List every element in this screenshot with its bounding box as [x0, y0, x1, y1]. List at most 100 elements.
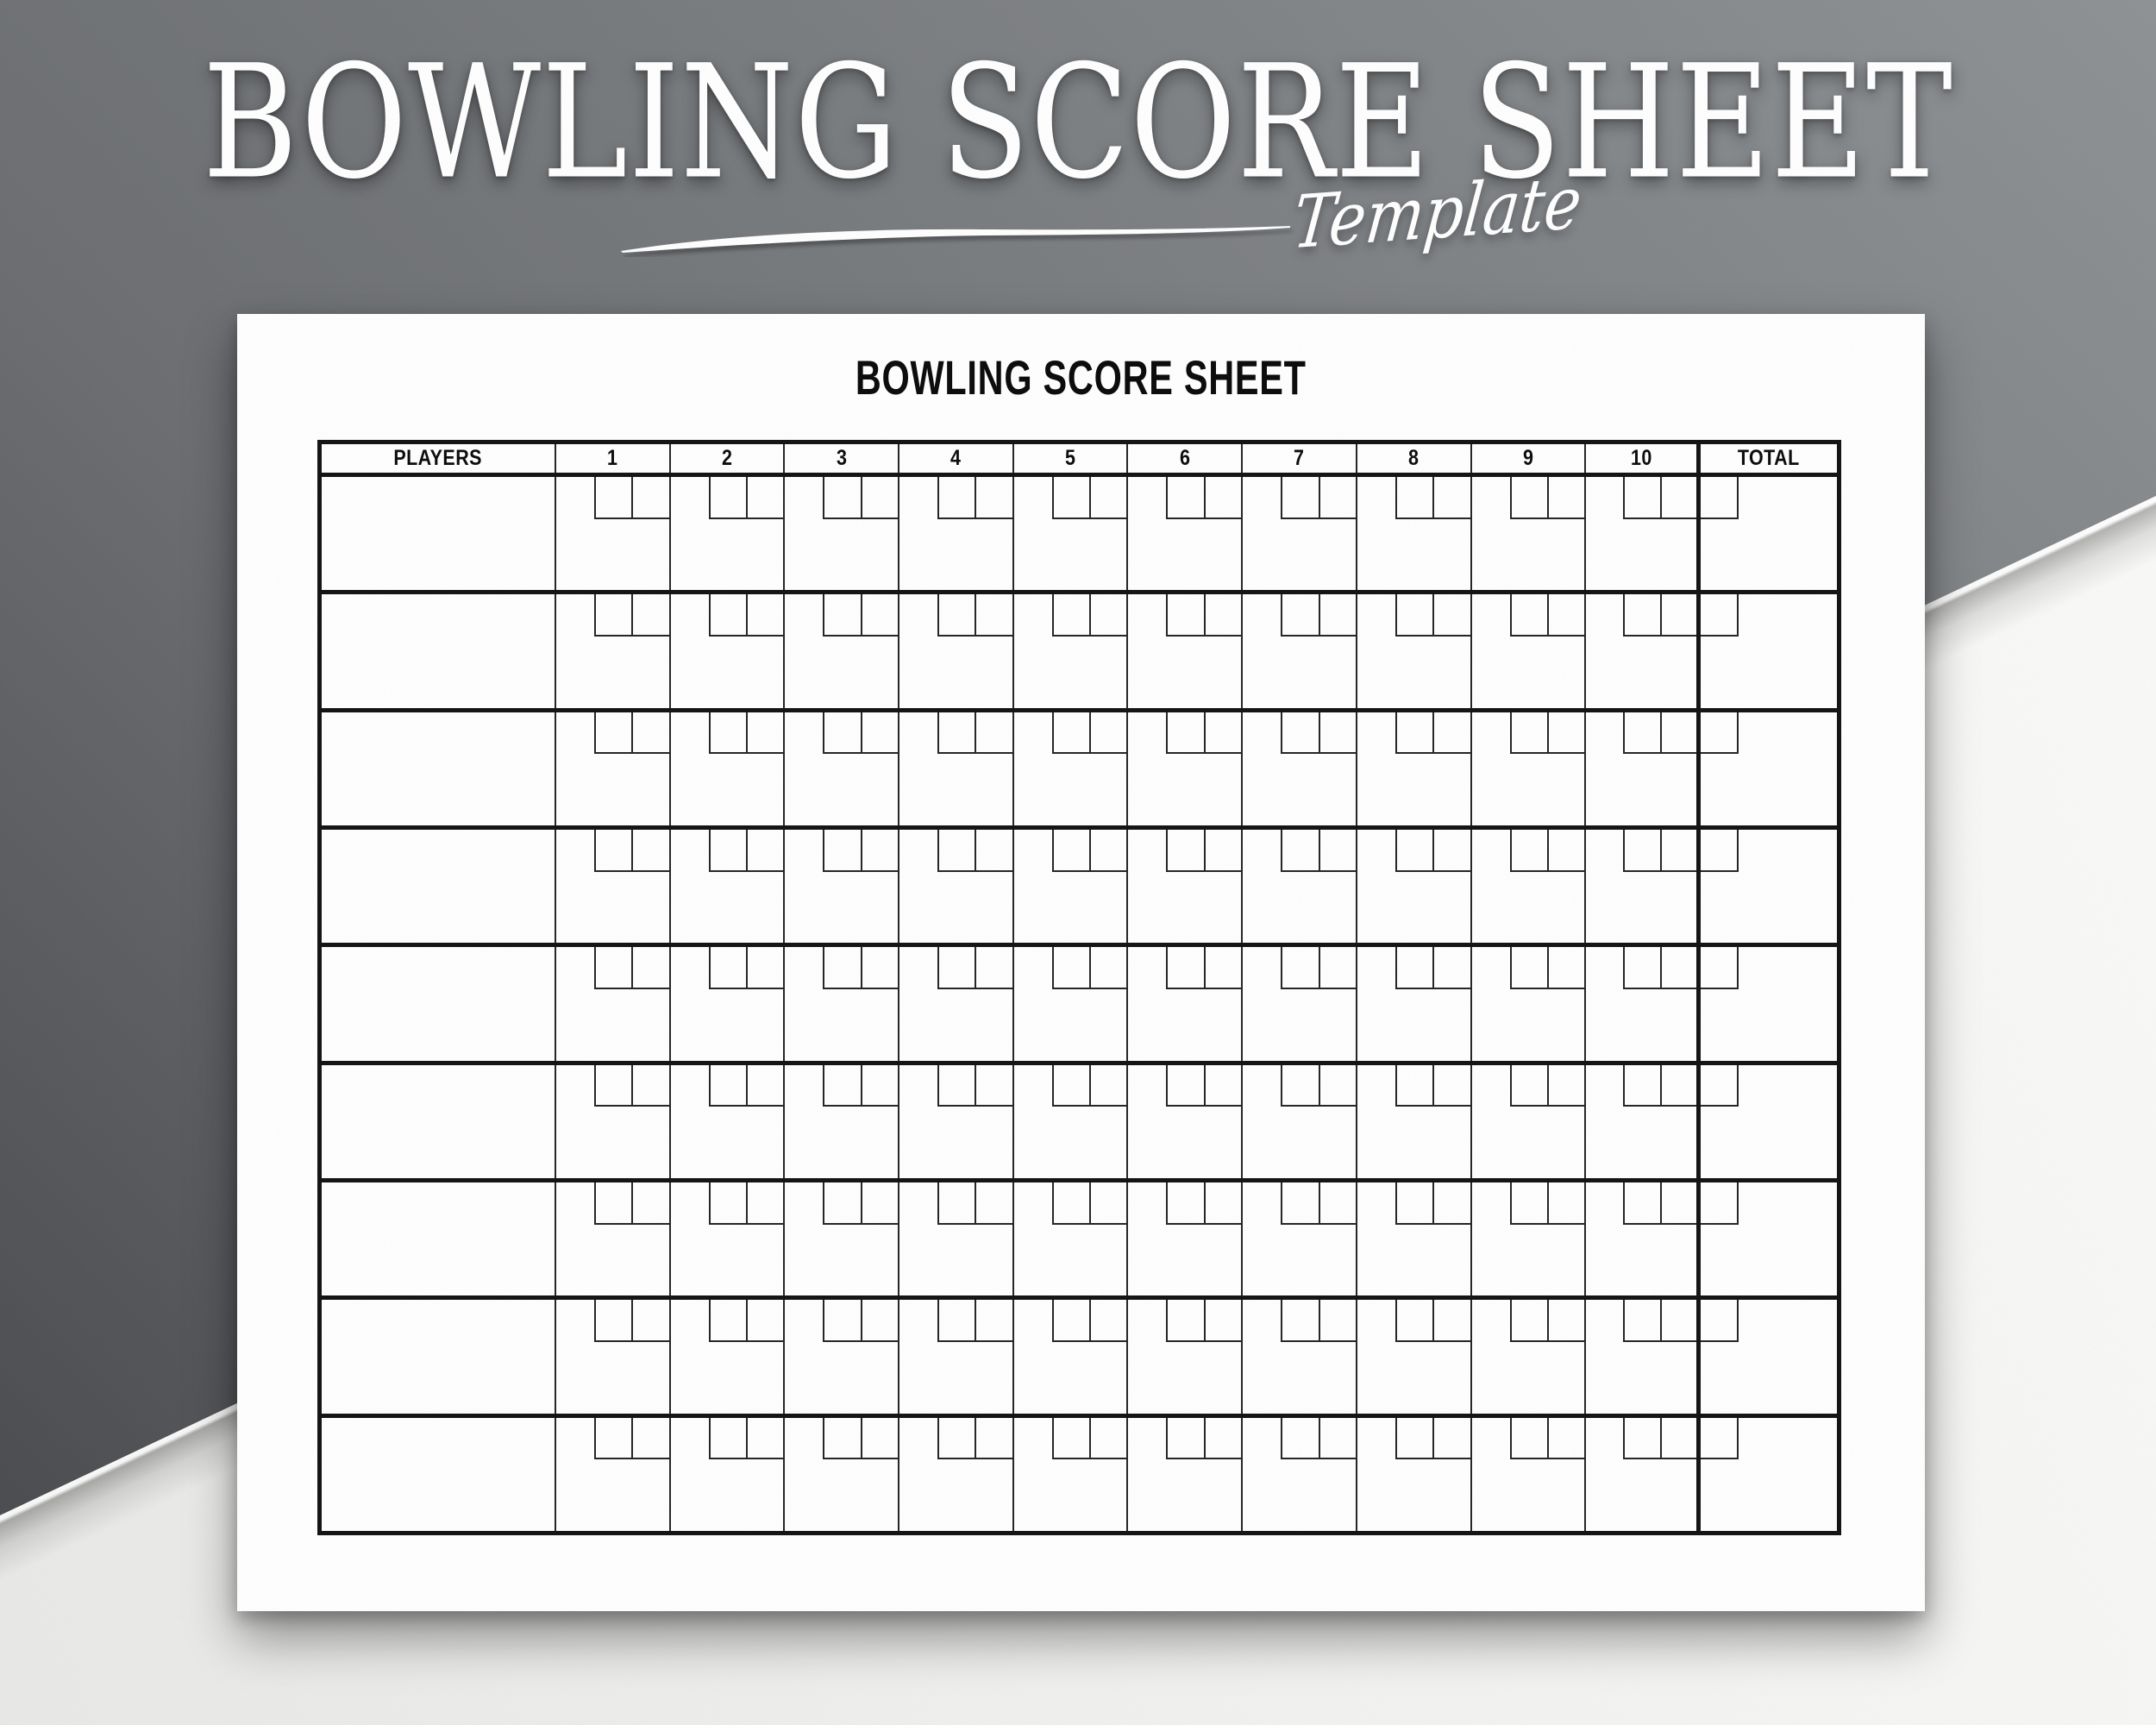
ball-1-box: [823, 947, 861, 989]
total-score-box: [1700, 712, 1739, 755]
player-name-cell: [322, 712, 556, 825]
frame-cell: [1243, 1300, 1357, 1414]
hero-title: BOWLING SCORE SHEET: [202, 32, 1953, 215]
frame-cell: [899, 477, 1014, 591]
ball-2-box: [1203, 1417, 1242, 1460]
ball-1-box: [823, 1182, 861, 1225]
ball-2-box: [1318, 1417, 1356, 1460]
ball-boxes: [593, 1300, 669, 1342]
ball-2-box: [1203, 829, 1242, 872]
ball-boxes: [1395, 477, 1470, 519]
frame-cell: [899, 1182, 1014, 1296]
ball-1-box: [1051, 1300, 1090, 1342]
ball-2-box: [1203, 1064, 1242, 1107]
total-score-box: [1700, 477, 1739, 519]
ball-boxes: [823, 829, 899, 872]
frame-cell: [556, 594, 671, 708]
ball-boxes: [1166, 1182, 1242, 1225]
sheet-heading-label: BOWLING SCORE SHEET: [856, 350, 1307, 405]
sheet-heading: BOWLING SCORE SHEET: [237, 354, 1925, 402]
ball-boxes: [593, 1064, 669, 1107]
ball-boxes: [708, 947, 784, 989]
ball-1-box: [1166, 947, 1204, 989]
player-name-cell: [322, 1182, 556, 1296]
player-name-cell: [322, 1300, 556, 1414]
frame-header-label: 6: [1179, 446, 1191, 470]
ball-boxes: [1509, 1417, 1585, 1460]
player-name-cell: [322, 1064, 556, 1178]
ball-boxes: [1281, 947, 1356, 989]
ball-2-box: [1659, 1182, 1696, 1225]
ball-boxes: [823, 1417, 899, 1460]
ball-boxes: [823, 1300, 899, 1342]
frame-cell: [1357, 712, 1472, 825]
header-cell-frame-1: 1: [556, 444, 671, 473]
ball-boxes: [1623, 1064, 1696, 1107]
frame-cell: [1128, 947, 1244, 1061]
ball-boxes: [1166, 477, 1242, 519]
ball-2-box: [746, 829, 784, 872]
ball-boxes: [1166, 594, 1242, 637]
ball-2-box: [1203, 712, 1242, 755]
frame-cell: [1357, 829, 1472, 944]
ball-boxes: [1509, 712, 1585, 755]
ball-boxes: [937, 1182, 1012, 1225]
ball-2-box: [860, 1182, 899, 1225]
ball-boxes: [1051, 829, 1127, 872]
ball-1-box: [708, 1182, 746, 1225]
ball-1-box: [1623, 947, 1660, 989]
ball-boxes: [937, 947, 1012, 989]
ball-boxes: [1281, 829, 1356, 872]
ball-boxes: [1281, 1300, 1356, 1342]
ball-1-box: [1051, 1182, 1090, 1225]
ball-boxes: [1623, 829, 1696, 872]
ball-boxes: [1051, 1417, 1127, 1460]
ball-2-box: [1432, 477, 1470, 519]
total-cell: [1700, 712, 1837, 825]
ball-1-box: [937, 1064, 975, 1107]
ball-1-box: [708, 829, 746, 872]
ball-2-box: [1089, 1417, 1127, 1460]
ball-2-box: [1318, 829, 1356, 872]
header-cell-players: PLAYERS: [322, 444, 556, 473]
frame-cell: [556, 1182, 671, 1296]
ball-2-box: [1546, 1417, 1585, 1460]
ball-2-box: [1546, 712, 1585, 755]
header-cell-frame-6: 6: [1128, 444, 1244, 473]
ball-1-box: [1395, 477, 1433, 519]
ball-1-box: [593, 1300, 632, 1342]
frame-cell: [899, 1064, 1014, 1178]
total-score-box: [1700, 829, 1739, 872]
ball-boxes: [937, 594, 1012, 637]
ball-1-box: [1395, 1064, 1433, 1107]
ball-1-box: [1623, 594, 1660, 637]
frame-cell: [1472, 1300, 1587, 1414]
total-cell: [1700, 1064, 1837, 1178]
ball-boxes: [1395, 712, 1470, 755]
ball-boxes: [1395, 829, 1470, 872]
ball-2-box: [1659, 1064, 1696, 1107]
frame-cell: [785, 594, 900, 708]
ball-1-box: [1281, 594, 1319, 637]
frame-cell: [1243, 1182, 1357, 1296]
ball-boxes: [937, 1417, 1012, 1460]
ball-boxes: [1395, 947, 1470, 989]
underline-swoosh-icon: [621, 226, 1293, 257]
frame-cell: [785, 477, 900, 591]
ball-1-box: [937, 712, 975, 755]
ball-1-box: [708, 712, 746, 755]
ball-1-box: [1623, 829, 1660, 872]
ball-1-box: [1166, 477, 1204, 519]
ball-2-box: [1546, 477, 1585, 519]
ball-2-box: [1089, 594, 1127, 637]
frame-cell: [671, 712, 786, 825]
ball-boxes: [1509, 1300, 1585, 1342]
total-score-box: [1700, 1417, 1739, 1460]
ball-boxes: [1509, 1182, 1585, 1225]
ball-boxes: [1395, 1300, 1470, 1342]
ball-1-box: [823, 594, 861, 637]
ball-boxes: [1281, 594, 1356, 637]
ball-2-box: [975, 1064, 1012, 1107]
total-cell: [1700, 947, 1837, 1060]
ball-boxes: [1623, 1300, 1696, 1342]
